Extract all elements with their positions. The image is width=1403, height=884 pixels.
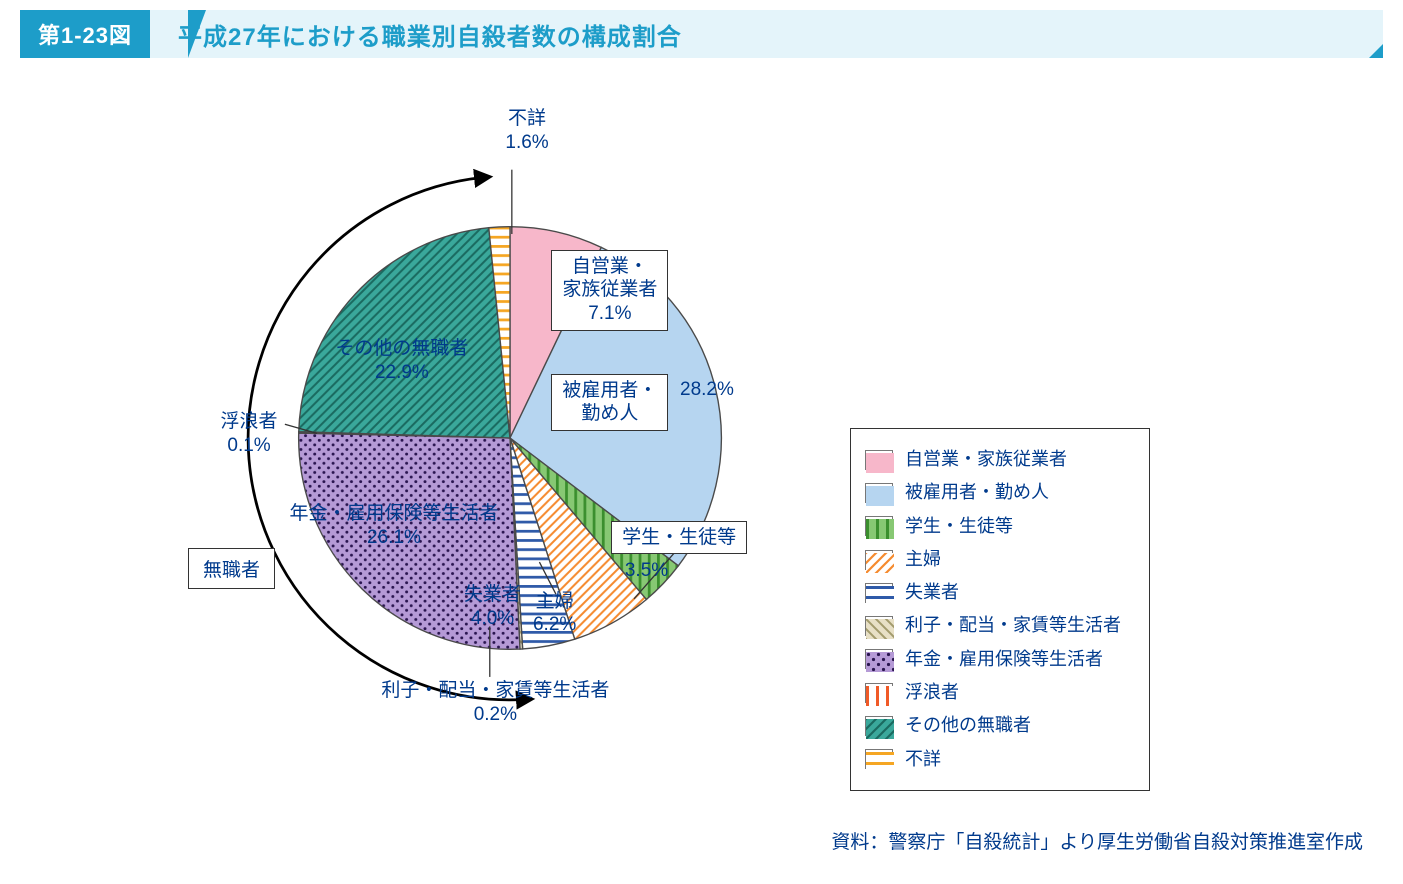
legend-label-self_emp: 自営業・家族従業者	[905, 443, 1067, 476]
callout-unknown: 不詳1.6%	[505, 107, 548, 155]
figure-number-badge: 第1-23図	[20, 10, 150, 58]
legend-swatch-self_emp	[865, 450, 893, 470]
legend-label-unknown: 不詳	[905, 743, 941, 776]
group-label-unemployed: 無職者	[188, 548, 275, 589]
callout-student: 学生・生徒等	[611, 521, 747, 555]
figure-title: 平成27年における職業別自殺者数の構成割合	[150, 10, 1383, 58]
legend-label-pension: 年金・雇用保険等生活者	[905, 643, 1103, 676]
legend-item-unknown: 不詳	[865, 743, 1121, 776]
callout-vagrant: 浮浪者0.1%	[221, 410, 278, 458]
legend-label-rishi: 利子・配当・家賃等生活者	[905, 609, 1121, 642]
legend-label-employed: 被雇用者・勤め人	[905, 476, 1049, 509]
legend-swatch-student	[865, 516, 893, 536]
callout-pension: 年金・雇用保険等生活者26.1%	[289, 502, 498, 550]
legend-swatch-unknown	[865, 749, 893, 769]
legend-item-employed: 被雇用者・勤め人	[865, 476, 1121, 509]
legend-label-student: 学生・生徒等	[905, 510, 1013, 543]
legend-swatch-unemp	[865, 583, 893, 603]
figure-content: 不詳1.6% 自営業・家族従業者7.1% 被雇用者・勤め人 28.2% 学生・生徒等 3.…	[0, 58, 1403, 862]
legend-item-self_emp: 自営業・家族従業者	[865, 443, 1121, 476]
header-notch	[188, 10, 206, 58]
callout-other_unemp: その他の無職者22.9%	[335, 337, 468, 385]
legend-item-housewife: 主婦	[865, 543, 1121, 576]
legend-item-student: 学生・生徒等	[865, 510, 1121, 543]
legend-label-unemp: 失業者	[905, 576, 959, 609]
legend-label-other_unemp: その他の無職者	[905, 709, 1031, 742]
legend-item-vagrant: 浮浪者	[865, 676, 1121, 709]
legend-swatch-employed	[865, 483, 893, 503]
source-attribution: 資料：警察庁「自殺統計」より厚生労働省自殺対策推進室作成	[831, 827, 1363, 854]
figure-header: 第1-23図 平成27年における職業別自殺者数の構成割合	[20, 10, 1383, 58]
pie-slice-other_unemp	[299, 228, 510, 438]
legend-item-unemp: 失業者	[865, 576, 1121, 609]
callout-employed: 被雇用者・勤め人	[551, 374, 668, 432]
legend-swatch-housewife	[865, 550, 893, 570]
callout-employed-value: 28.2%	[680, 378, 734, 402]
legend-swatch-rishi	[865, 616, 893, 636]
callout-self_emp: 自営業・家族従業者7.1%	[551, 250, 668, 331]
callout-rishi: 利子・配当・家賃等生活者0.2%	[381, 679, 609, 727]
legend: 自営業・家族従業者被雇用者・勤め人学生・生徒等主婦失業者利子・配当・家賃等生活者…	[850, 428, 1150, 791]
callout-housewife: 主婦6.2%	[533, 590, 576, 638]
legend-swatch-vagrant	[865, 683, 893, 703]
legend-label-housewife: 主婦	[905, 543, 941, 576]
legend-label-vagrant: 浮浪者	[905, 676, 959, 709]
legend-item-other_unemp: その他の無職者	[865, 709, 1121, 742]
legend-item-rishi: 利子・配当・家賃等生活者	[865, 609, 1121, 642]
legend-swatch-other_unemp	[865, 716, 893, 736]
legend-swatch-pension	[865, 649, 893, 669]
pie-chart-area: 不詳1.6% 自営業・家族従業者7.1% 被雇用者・勤め人 28.2% 学生・生徒等 3.…	[170, 98, 850, 778]
callout-student-value: 3.5%	[625, 559, 668, 583]
legend-item-pension: 年金・雇用保険等生活者	[865, 643, 1121, 676]
callout-unemp: 失業者4.0%	[464, 583, 521, 631]
